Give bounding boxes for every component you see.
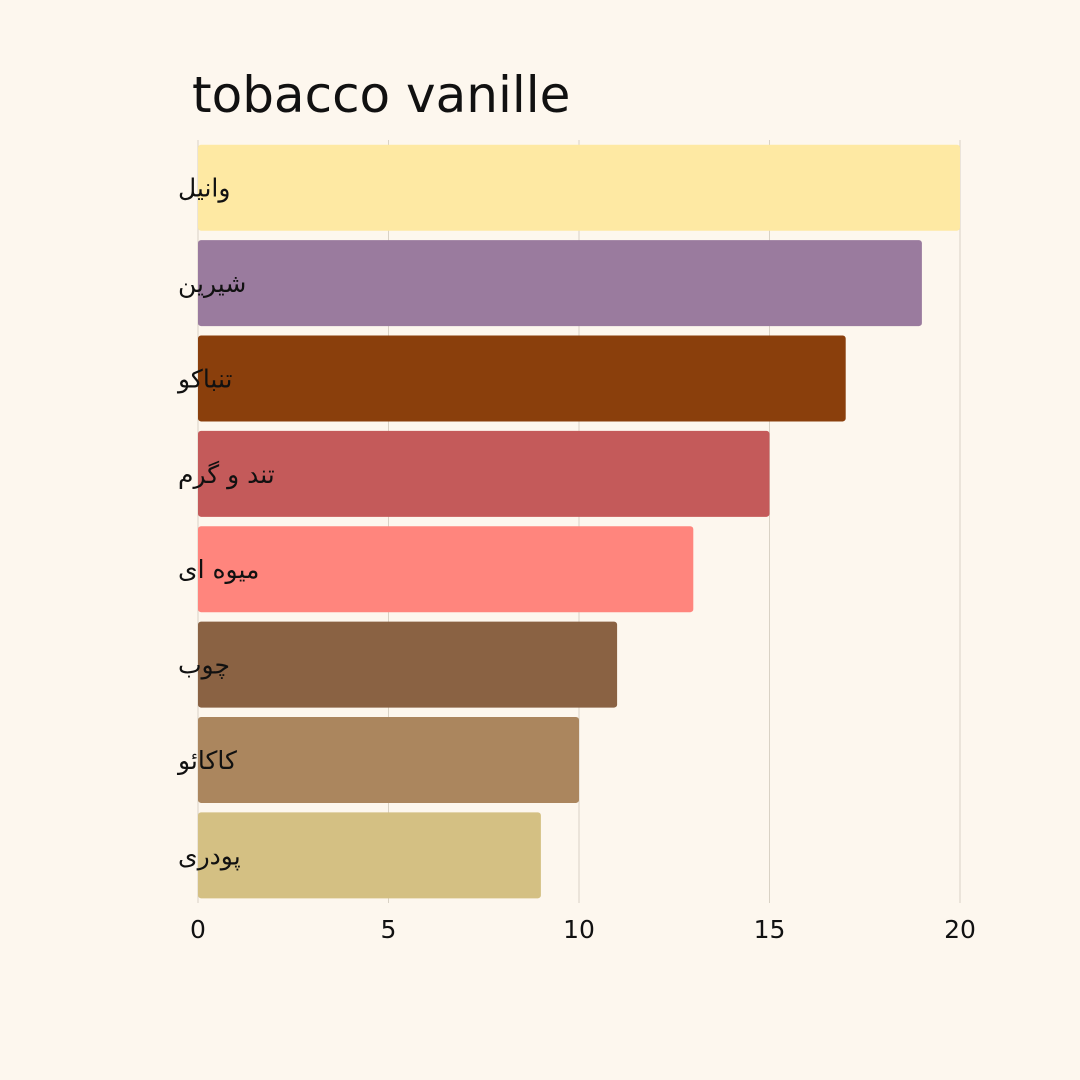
bar <box>198 240 922 327</box>
bar <box>198 144 960 231</box>
category-label: پودری <box>178 841 241 870</box>
category-label: تند و گرم <box>178 460 275 490</box>
bar <box>198 335 846 422</box>
category-label: کاکائو <box>176 746 237 775</box>
category-labels: وانیل شیرین تنباکو تند و گرم میوه ای چوب کاکائ… <box>176 174 275 871</box>
x-tick-label: 5 <box>381 915 397 944</box>
category-label: چوب <box>178 651 230 680</box>
x-tick-label: 10 <box>563 915 595 944</box>
x-tick-label: 20 <box>944 915 976 944</box>
bar <box>198 812 541 899</box>
x-tick-label: 0 <box>190 915 206 944</box>
bar <box>198 621 618 708</box>
bar <box>198 430 770 517</box>
x-tick-label: 15 <box>754 915 786 944</box>
category-label: شیرین <box>178 269 246 298</box>
bar <box>198 716 579 803</box>
bars <box>198 144 960 899</box>
category-label: میوه ای <box>178 555 259 584</box>
chart-title: tobacco vanille <box>192 66 570 124</box>
category-label: وانیل <box>178 174 230 204</box>
x-axis-tick-labels: 0 5 10 15 20 <box>190 915 976 944</box>
bar <box>198 526 694 613</box>
category-label: تنباکو <box>176 364 233 393</box>
